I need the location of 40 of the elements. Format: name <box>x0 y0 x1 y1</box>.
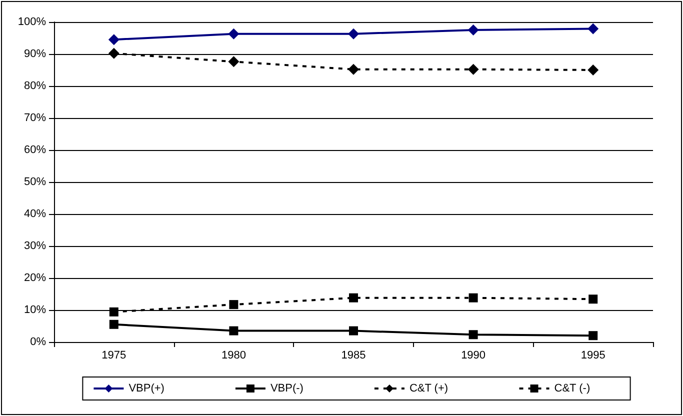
point <box>229 300 238 310</box>
point <box>228 28 240 40</box>
legend-label: C&T (+) <box>409 382 448 394</box>
point <box>108 34 120 46</box>
point <box>109 320 118 329</box>
y-tick-label: 20% <box>24 272 46 284</box>
point <box>349 293 358 302</box>
point <box>468 64 479 75</box>
y-tick-label: 0% <box>30 336 46 348</box>
point <box>468 293 478 302</box>
legend-label: VBP(+) <box>128 382 164 394</box>
y-tick-label: 50% <box>24 176 46 188</box>
point <box>348 64 359 75</box>
y-tick-label: 40% <box>24 208 46 220</box>
y-tick-label: 100% <box>18 16 46 28</box>
x-tick-label: 1985 <box>341 350 366 362</box>
legend-label: VBP(-) <box>270 382 304 394</box>
point <box>588 64 599 76</box>
x-tick-label: 1975 <box>102 350 126 362</box>
point <box>348 28 359 40</box>
point <box>108 48 120 59</box>
legend-label: C&T (-) <box>554 382 590 394</box>
point <box>229 326 238 336</box>
y-tick-label: 10% <box>24 304 46 316</box>
y-tick-label: 90% <box>24 48 46 60</box>
point <box>588 23 599 34</box>
y-tick-label: 80% <box>24 80 46 92</box>
point <box>588 331 598 340</box>
y-tick-label: 60% <box>24 144 46 156</box>
point <box>109 307 118 316</box>
y-tick-label: 70% <box>24 112 46 124</box>
point <box>468 24 479 36</box>
point <box>349 326 358 336</box>
x-tick-label: 1995 <box>580 350 606 362</box>
point <box>588 294 598 304</box>
x-tick-label: 1980 <box>221 350 246 362</box>
point <box>468 330 478 340</box>
y-tick-label: 30% <box>24 240 46 252</box>
x-tick-label: 1990 <box>461 350 486 362</box>
point <box>228 56 240 68</box>
